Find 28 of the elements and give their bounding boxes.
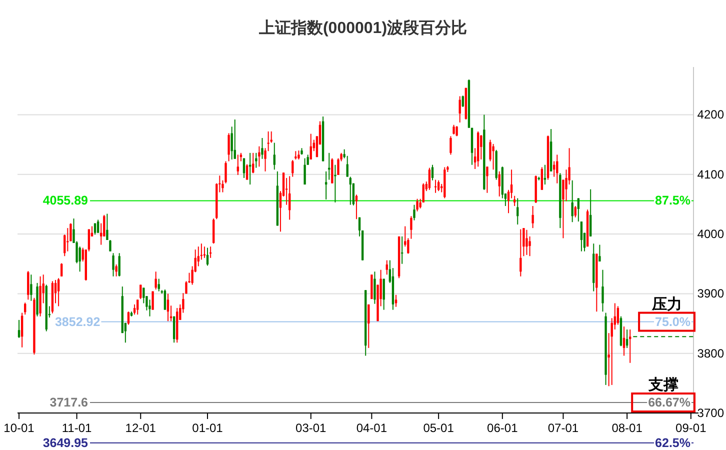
annotation: 87.5% [655,194,690,208]
y-tick-label: 4100 [697,167,724,182]
x-tick-label: 12-01 [125,421,156,435]
annotation: 支撑 [648,376,678,394]
ref-line-label: 4055.89 [42,194,88,208]
y-tick-label: 3700 [697,406,724,420]
x-tick-label: 08-01 [612,421,643,435]
y-tick-label: 3800 [697,346,724,360]
y-tick-label: 4000 [697,227,724,242]
x-tick-label: 07-01 [548,421,579,435]
x-tick-label: 05-01 [423,421,454,435]
x-tick-label: 09-01 [676,421,707,435]
annotation: 75.0% [655,314,690,329]
x-tick-label: 04-01 [356,421,388,435]
ref-line-label: 3717.6 [50,396,88,410]
annotation: 62.5% [655,436,690,450]
ref-line-label: 3649.95 [42,436,88,450]
x-tick-label: 06-01 [487,421,518,435]
x-tick-label: 10-01 [4,421,35,435]
annotation: 66.67% [648,396,690,410]
y-tick-label: 3900 [697,286,724,301]
title: 上证指数(000001)波段百分比 [258,20,468,37]
x-tick-label: 03-01 [296,421,327,435]
annotation: 压力 [652,296,682,313]
ref-line-label: 3852.92 [54,314,100,329]
y-tick-label: 4200 [697,108,724,122]
x-tick-label: 11-01 [62,421,92,435]
x-tick-label: 01-01 [192,421,224,435]
